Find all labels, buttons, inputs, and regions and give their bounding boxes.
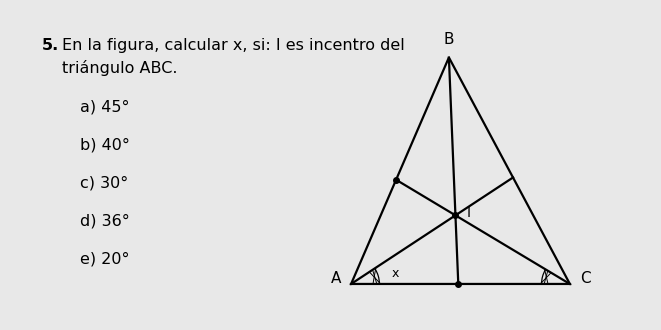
Text: A: A — [330, 271, 341, 286]
Text: B: B — [444, 32, 454, 47]
Text: triángulo ABC.: triángulo ABC. — [62, 60, 178, 76]
Text: e) 20°: e) 20° — [80, 252, 130, 267]
Text: a) 45°: a) 45° — [80, 100, 130, 115]
Text: C: C — [580, 271, 591, 286]
Text: c) 30°: c) 30° — [80, 176, 128, 191]
Text: I: I — [466, 206, 471, 220]
Text: d) 36°: d) 36° — [80, 214, 130, 229]
Text: b) 40°: b) 40° — [80, 138, 130, 153]
Text: En la figura, calcular x, si: I es incentro del: En la figura, calcular x, si: I es incen… — [62, 38, 405, 53]
Text: 5.: 5. — [42, 38, 59, 53]
Text: x: x — [392, 268, 399, 280]
